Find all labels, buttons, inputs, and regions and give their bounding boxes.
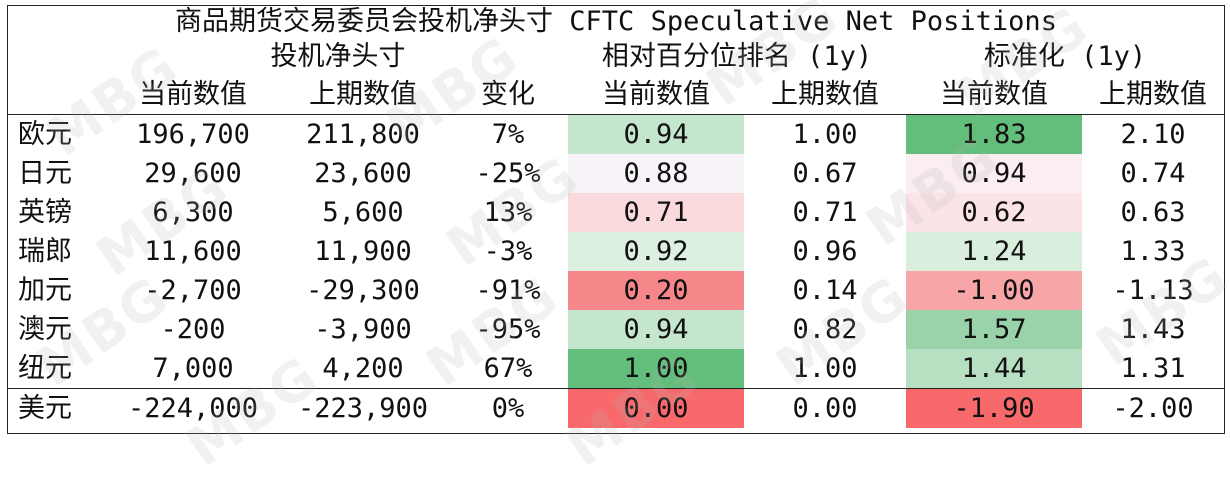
group-header-std: 标准化 (1y): [983, 41, 1147, 72]
table-row: 日元 29,600 23,600 -25% 0.88 0.67 0.94 0.74: [8, 154, 1224, 193]
std-current-cell: 0.94: [906, 154, 1082, 193]
net-change-cell: -3%: [483, 236, 533, 267]
currency-name-cell: 加元: [18, 275, 72, 306]
net-change-cell: 13%: [483, 197, 533, 228]
std-current-cell: 1.44: [906, 349, 1082, 389]
col-header-std-current: 当前数值: [906, 76, 1082, 115]
rank-current-cell: 0.88: [568, 154, 744, 193]
col-header-rank-previous: 上期数值: [744, 76, 906, 115]
currency-name-cell: 美元: [8, 388, 108, 428]
rank-previous-cell: 0.14: [792, 275, 858, 306]
group-header-rank: 相对百分位排名 (1y): [601, 41, 873, 72]
rank-current-cell: 0.92: [568, 232, 744, 271]
net-current-cell: 29,600: [144, 158, 242, 189]
rank-current-cell: 0.94: [568, 114, 744, 154]
std-previous-cell: 1.43: [1120, 314, 1186, 345]
table-row: 加元 -2,700 -29,300 -91% 0.20 0.14 -1.00 -1.13: [8, 271, 1224, 310]
table-row: 纽元 7,000 4,200 67% 1.00 1.00 1.44 1.31: [8, 349, 1224, 389]
net-current-cell: -2,700: [144, 275, 242, 306]
std-current-cell: -1.00: [906, 271, 1082, 310]
cftc-positions-table: 商品期货交易委员会投机净头寸 CFTC Speculative Net Posi…: [8, 6, 1224, 428]
header-blank: [8, 37, 108, 76]
net-previous-cell: 5,600: [322, 197, 404, 228]
std-current-cell: 0.62: [906, 193, 1082, 232]
std-current-cell: -1.90: [906, 388, 1082, 428]
std-previous-cell: 2.10: [1120, 119, 1186, 150]
table-frame: [7, 5, 1225, 434]
rank-current-cell: 0.20: [568, 271, 744, 310]
rank-current-cell: 1.00: [568, 349, 744, 389]
net-change-cell: 7%: [491, 119, 525, 150]
std-previous-cell: 0.74: [1120, 158, 1186, 189]
net-current-cell: -200: [160, 314, 226, 345]
net-change-cell: -25%: [475, 158, 541, 189]
net-previous-cell: -223,900: [278, 388, 448, 428]
table-title: 商品期货交易委员会投机净头寸 CFTC Speculative Net Posi…: [175, 6, 1057, 37]
rank-previous-cell: 1.00: [792, 353, 858, 384]
col-header-std-previous: 上期数值: [1082, 76, 1224, 115]
currency-name-cell: 瑞郎: [18, 236, 72, 267]
table-row: 澳元 -200 -3,900 -95% 0.94 0.82 1.57 1.43: [8, 310, 1224, 349]
net-previous-cell: 23,600: [314, 158, 412, 189]
std-previous-cell: 1.33: [1120, 236, 1186, 267]
std-previous-cell: 1.31: [1120, 353, 1186, 384]
currency-name-cell: 纽元: [18, 353, 72, 384]
table-row: 英镑 6,300 5,600 13% 0.71 0.71 0.62 0.63: [8, 193, 1224, 232]
net-current-cell: -224,000: [108, 388, 278, 428]
currency-name-cell: 欧元: [18, 119, 72, 150]
std-current-cell: 1.57: [906, 310, 1082, 349]
currency-name-cell: 英镑: [18, 197, 72, 228]
net-previous-cell: -29,300: [306, 275, 420, 306]
table-row: 瑞郎 11,600 11,900 -3% 0.92 0.96 1.24 1.33: [8, 232, 1224, 271]
std-current-cell: 1.83: [906, 114, 1082, 154]
rank-previous-cell: 1.00: [792, 119, 858, 150]
net-current-cell: 7,000: [152, 353, 234, 384]
std-current-cell: 1.24: [906, 232, 1082, 271]
std-previous-cell: -2.00: [1082, 388, 1224, 428]
net-previous-cell: 11,900: [314, 236, 412, 267]
net-change-cell: 0%: [448, 388, 568, 428]
table-row: 美元 -224,000 -223,900 0% 0.00 0.00 -1.90 -2.00: [8, 388, 1224, 428]
net-previous-cell: -3,900: [314, 314, 412, 345]
currency-name-cell: 日元: [18, 158, 72, 189]
net-current-cell: 11,600: [144, 236, 242, 267]
net-change-cell: -91%: [475, 275, 541, 306]
col-header-net-previous: 上期数值: [278, 76, 448, 115]
rank-previous-cell: 0.82: [792, 314, 858, 345]
col-header-net-change: 变化: [448, 76, 568, 115]
rank-current-cell: 0.00: [568, 388, 744, 428]
col-header-net-current: 当前数值: [108, 76, 278, 115]
col-header-rank-current: 当前数值: [568, 76, 744, 115]
rank-previous-cell: 0.71: [792, 197, 858, 228]
net-current-cell: 196,700: [136, 119, 250, 150]
std-previous-cell: 0.63: [1120, 197, 1186, 228]
rank-previous-cell: 0.00: [744, 388, 906, 428]
net-change-cell: 67%: [483, 353, 533, 384]
table-row: 欧元 196,700 211,800 7% 0.94 1.00 1.83 2.10: [8, 114, 1224, 154]
group-header-net: 投机净头寸: [270, 41, 406, 72]
rank-previous-cell: 0.96: [792, 236, 858, 267]
header-blank: [8, 76, 108, 115]
net-current-cell: 6,300: [152, 197, 234, 228]
net-previous-cell: 4,200: [322, 353, 404, 384]
rank-current-cell: 0.71: [568, 193, 744, 232]
net-previous-cell: 211,800: [306, 119, 420, 150]
net-change-cell: -95%: [475, 314, 541, 345]
currency-name-cell: 澳元: [18, 314, 72, 345]
std-previous-cell: -1.13: [1112, 275, 1194, 306]
rank-current-cell: 0.94: [568, 310, 744, 349]
rank-previous-cell: 0.67: [792, 158, 858, 189]
